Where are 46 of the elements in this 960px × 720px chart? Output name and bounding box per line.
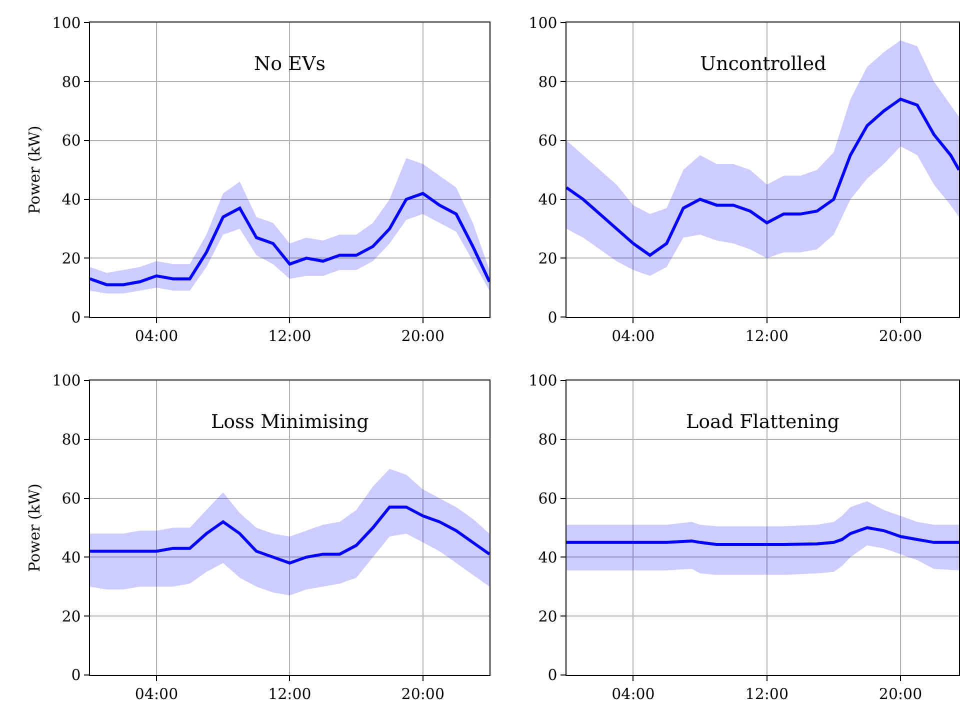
line-series <box>90 192 490 286</box>
x-tick-label: 20:00 <box>878 685 922 704</box>
x-tick-label: 20:00 <box>878 327 922 346</box>
x-tick-label: 04:00 <box>134 685 178 704</box>
x-tick-label: 20:00 <box>401 685 445 704</box>
y-tick-label: 20 <box>62 249 81 268</box>
y-axis-title: Power (kW) <box>25 126 44 214</box>
y-tick-label: 60 <box>62 490 81 508</box>
y-tick-label: 0 <box>71 308 81 326</box>
y-tick-label: 100 <box>528 14 558 32</box>
x-tick-label: 12:00 <box>268 685 312 704</box>
text: No EVs <box>254 53 326 75</box>
y-tick-label: 40 <box>538 190 558 209</box>
y-tick-label: 0 <box>71 666 81 684</box>
y-tick-label: 100 <box>52 372 81 390</box>
y-tick-label: 20 <box>538 607 558 626</box>
y-tick-label: 20 <box>62 607 81 626</box>
y-tick-label: 80 <box>62 430 81 449</box>
x-tick-label: 04:00 <box>612 327 655 346</box>
y-tick-label: 60 <box>538 132 558 150</box>
text: Uncontrolled <box>700 53 826 75</box>
y-tick-label: 40 <box>62 190 81 209</box>
y-tick-label: 80 <box>62 72 81 91</box>
y-tick-label: 60 <box>538 490 558 508</box>
x-tick-label: 12:00 <box>745 327 788 346</box>
y-tick-label: 60 <box>62 132 81 150</box>
x-tick-label: 12:00 <box>745 685 788 704</box>
x-tick-label: 20:00 <box>401 327 445 346</box>
y-tick-label: 80 <box>538 72 558 91</box>
line-series <box>566 526 959 546</box>
x-tick-label: 04:00 <box>134 327 178 346</box>
x-tick-label: 12:00 <box>268 327 312 346</box>
line-series <box>566 98 959 257</box>
y-axis-title: Power (kW) <box>25 484 44 572</box>
y-tick-label: 40 <box>538 548 558 566</box>
x-tick-label: 04:00 <box>612 685 655 704</box>
y-tick-label: 0 <box>548 308 558 326</box>
text: Loss Minimising <box>211 411 369 433</box>
line-series <box>90 506 490 565</box>
y-tick-label: 80 <box>538 430 558 449</box>
y-tick-label: 0 <box>548 666 558 684</box>
y-tick-label: 40 <box>62 548 81 566</box>
text: Load Flattening <box>686 411 840 433</box>
y-tick-label: 20 <box>538 249 558 268</box>
y-tick-label: 100 <box>528 372 558 390</box>
y-tick-label: 100 <box>52 14 81 32</box>
